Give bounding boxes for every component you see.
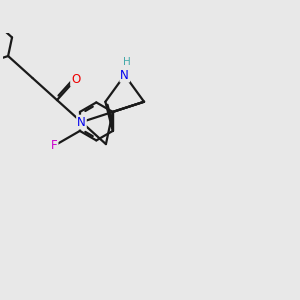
Text: N: N	[77, 116, 86, 129]
Text: N: N	[120, 69, 129, 82]
Text: F: F	[51, 139, 58, 152]
Text: H: H	[123, 57, 131, 67]
Text: O: O	[71, 73, 80, 86]
